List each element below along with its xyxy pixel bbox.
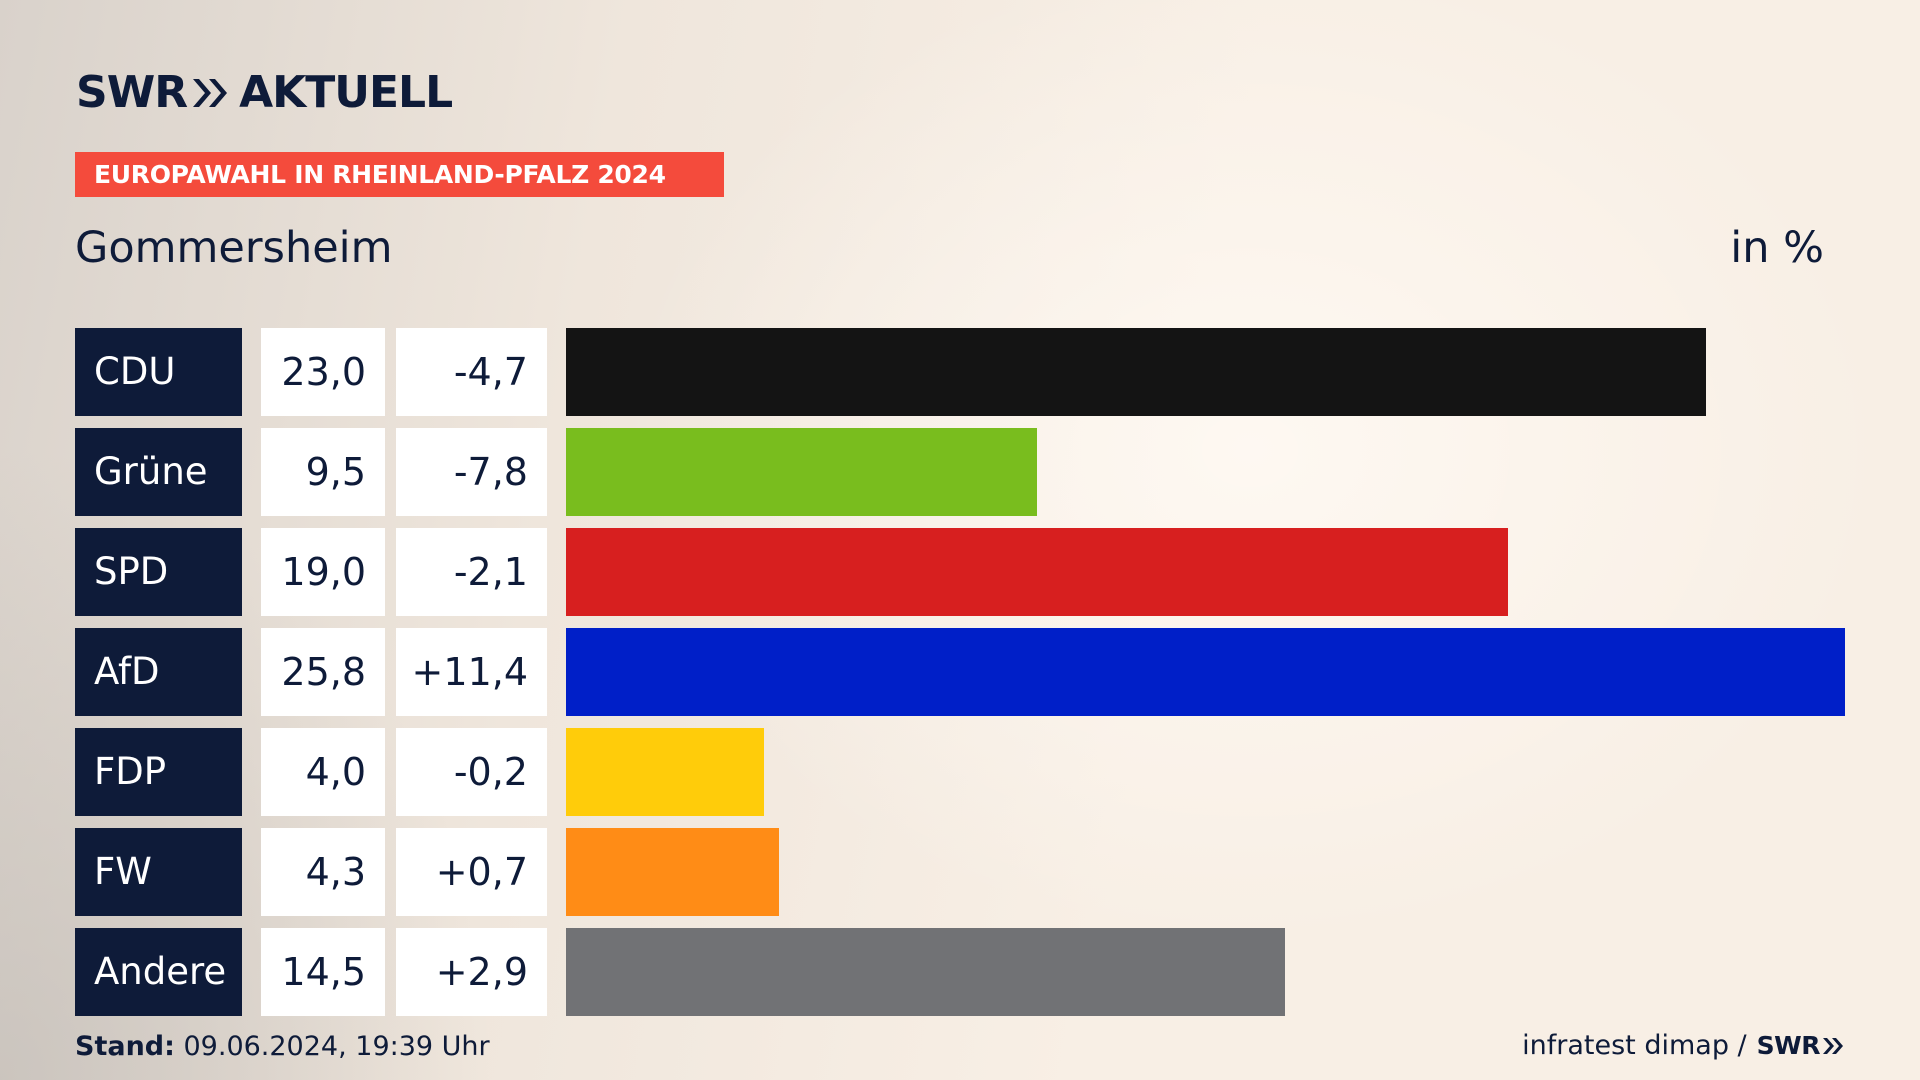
- timestamp: Stand: 09.06.2024, 19:39 Uhr: [75, 1030, 490, 1064]
- source-credit: infratest dimap / SWR: [1522, 1029, 1844, 1063]
- bar-andere: [566, 928, 1285, 1016]
- value-label-gr-ne: 9,5: [261, 428, 385, 516]
- bar-gr-ne: [566, 428, 1037, 516]
- value-label-andere: 14,5: [261, 928, 385, 1016]
- party-label-andere: Andere: [75, 928, 242, 1016]
- source-text: infratest dimap /: [1522, 1030, 1747, 1061]
- change-label-andere: +2,9: [396, 928, 547, 1016]
- bar-spd: [566, 528, 1508, 616]
- logo-swr-text: SWR: [76, 67, 188, 118]
- bar-afd: [566, 628, 1845, 716]
- change-label-fw: +0,7: [396, 828, 547, 916]
- bar-cdu: [566, 328, 1706, 416]
- value-label-afd: 25,8: [261, 628, 385, 716]
- bar-fw: [566, 828, 779, 916]
- value-label-cdu: 23,0: [261, 328, 385, 416]
- footer-swr-logo: SWR: [1756, 1031, 1821, 1060]
- unit-label: in %: [1730, 223, 1824, 273]
- double-chevron-icon: [193, 79, 228, 107]
- value-label-spd: 19,0: [261, 528, 385, 616]
- party-label-spd: SPD: [75, 528, 242, 616]
- party-label-cdu: CDU: [75, 328, 242, 416]
- footer-double-chevron-icon: [1823, 1038, 1843, 1054]
- change-label-fdp: -0,2: [396, 728, 547, 816]
- change-label-spd: -2,1: [396, 528, 547, 616]
- party-label-afd: AfD: [75, 628, 242, 716]
- change-label-cdu: -4,7: [396, 328, 547, 416]
- logo-aktuell-text: AKTUELL: [239, 67, 453, 118]
- party-label-fw: FW: [75, 828, 242, 916]
- change-label-gr-ne: -7,8: [396, 428, 547, 516]
- stand-value: 09.06.2024, 19:39 Uhr: [174, 1031, 490, 1062]
- swr-aktuell-logo: SWR AKTUELL: [76, 67, 453, 118]
- party-label-fdp: FDP: [75, 728, 242, 816]
- stand-label: Stand:: [75, 1031, 175, 1062]
- value-label-fdp: 4,0: [261, 728, 385, 816]
- change-label-afd: +11,4: [396, 628, 547, 716]
- location-title: Gommersheim: [75, 223, 393, 273]
- bar-fdp: [566, 728, 764, 816]
- party-label-gr-ne: Grüne: [75, 428, 242, 516]
- election-banner: EUROPAWAHL IN RHEINLAND-PFALZ 2024: [75, 152, 724, 197]
- value-label-fw: 4,3: [261, 828, 385, 916]
